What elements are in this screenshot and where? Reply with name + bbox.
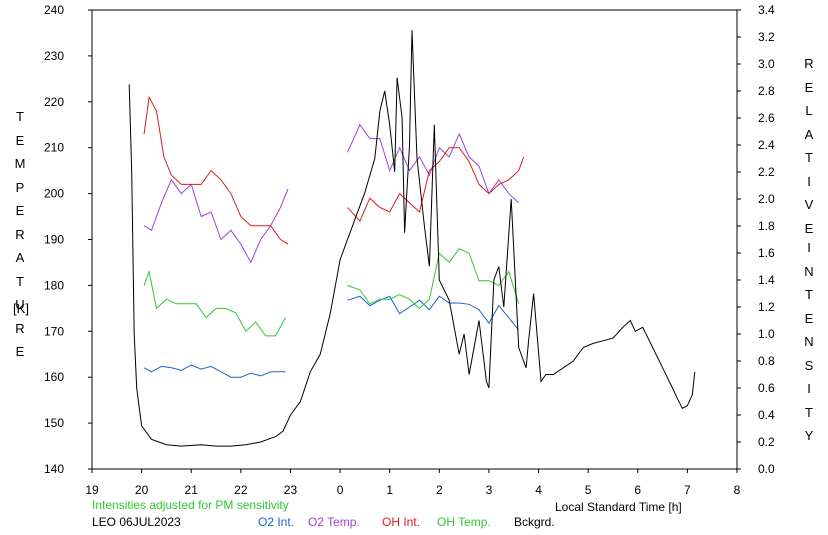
plot-area-frame bbox=[91, 9, 738, 470]
left-tick-label: 170 bbox=[44, 324, 64, 338]
axis-label-letter: N bbox=[804, 334, 814, 349]
left-tick-label: 150 bbox=[44, 416, 64, 430]
x-tick-label: 19 bbox=[85, 483, 99, 497]
x-axis-label: Local Standard Time [h] bbox=[555, 500, 682, 514]
x-tick-label: 6 bbox=[634, 483, 641, 497]
series-line-bckgrd bbox=[128, 30, 696, 447]
right-axis-ticks: 0.0 0.2 0.4 0.6 0.8 1.0 1.2 1.4 1.6 1.8 2.0 2.2 2.4 2… bbox=[737, 3, 775, 476]
series-line-o2-int bbox=[347, 295, 520, 331]
series-layer bbox=[128, 30, 696, 447]
left-axis-ticks: 140 150 160 170 180 190 200 210 220 230 240 bbox=[44, 3, 92, 476]
left-tick-label: 140 bbox=[44, 462, 64, 476]
axis-label-letter: M bbox=[14, 156, 26, 171]
axis-label-letter: E bbox=[804, 79, 814, 95]
x-tick-label: 23 bbox=[284, 483, 298, 497]
right-tick-label: 1.0 bbox=[758, 327, 775, 341]
series-line-o2-int bbox=[143, 364, 286, 378]
axis-label-letter: N bbox=[804, 263, 814, 279]
x-tick-label: 20 bbox=[135, 483, 149, 497]
right-tick-label: 2.6 bbox=[758, 111, 775, 125]
right-tick-label: 1.6 bbox=[758, 246, 775, 260]
x-tick-label: 4 bbox=[535, 483, 542, 497]
axis-label-letter: P bbox=[15, 179, 25, 195]
series-line-oh-int bbox=[143, 95, 289, 245]
x-tick-label: 7 bbox=[684, 483, 691, 497]
axis-label-letter: I bbox=[807, 381, 811, 396]
axis-label-letter: T bbox=[16, 273, 24, 289]
axis-label-letter: R bbox=[15, 226, 25, 242]
legend-entry-o2-int: O2 Int. bbox=[258, 515, 295, 529]
right-tick-label: 0.8 bbox=[758, 354, 775, 368]
left-tick-label: 190 bbox=[44, 233, 64, 247]
right-tick-label: 0.2 bbox=[758, 435, 775, 449]
series-line-o2-temp bbox=[347, 123, 520, 204]
site-date-label: LEO 06JUL2023 bbox=[92, 515, 181, 529]
x-tick-label: 8 bbox=[734, 483, 741, 497]
x-tick-label: 21 bbox=[185, 483, 199, 497]
x-axis-ticks: 19 20 21 22 23 0 1 2 3 4 5 6 7 8 bbox=[85, 469, 741, 497]
axis-label-letter: I bbox=[807, 240, 811, 255]
legend-entry-oh-temp: OH Temp. bbox=[437, 515, 491, 529]
x-tick-label: 5 bbox=[585, 483, 592, 497]
axis-label-letter: T bbox=[805, 150, 813, 165]
right-tick-label: 3.0 bbox=[758, 57, 775, 71]
series-line-oh-temp bbox=[143, 269, 286, 337]
axis-label-letter: E bbox=[15, 344, 25, 359]
x-tick-label: 0 bbox=[337, 483, 344, 497]
axis-label-letter: T bbox=[805, 287, 813, 302]
x-tick-label: 2 bbox=[436, 483, 443, 497]
axis-label-letter: U bbox=[15, 297, 25, 312]
left-tick-label: 220 bbox=[44, 95, 64, 109]
legend-entry-o2-temp: O2 Temp. bbox=[308, 515, 360, 529]
left-tick-label: 180 bbox=[44, 278, 64, 292]
legend-entry-bckgrd: Bckgrd. bbox=[514, 515, 555, 529]
x-tick-label: 1 bbox=[386, 483, 393, 497]
axis-label-letter: R bbox=[804, 56, 814, 71]
right-tick-label: 1.4 bbox=[758, 273, 775, 287]
axis-label-letter: T bbox=[805, 404, 813, 420]
axis-label-letter: T bbox=[16, 109, 24, 124]
right-tick-label: 1.8 bbox=[758, 219, 775, 233]
axis-label-letter: L bbox=[805, 103, 813, 118]
left-tick-label: 200 bbox=[44, 187, 64, 201]
left-tick-label: 160 bbox=[44, 370, 64, 384]
axis-label-letter: I bbox=[807, 173, 811, 189]
x-tick-label: 3 bbox=[486, 483, 493, 497]
axis-label-letter: V bbox=[804, 197, 814, 212]
right-tick-label: 3.2 bbox=[758, 30, 775, 44]
axis-label-letter: E bbox=[804, 310, 814, 326]
axis-label-letter: Y bbox=[804, 428, 814, 443]
adjustment-note: Intensities adjusted for PM sensitivity bbox=[92, 498, 289, 512]
right-tick-label: 3.4 bbox=[758, 3, 775, 17]
axis-label-letter: A bbox=[804, 126, 814, 142]
series-line-o2-temp bbox=[143, 178, 289, 264]
right-tick-label: 0.6 bbox=[758, 381, 775, 395]
right-tick-label: 0.0 bbox=[758, 462, 775, 476]
right-tick-label: 0.4 bbox=[758, 408, 775, 422]
axis-label-letter: E bbox=[15, 132, 25, 148]
right-tick-label: 2.0 bbox=[758, 192, 775, 206]
right-tick-label: 1.2 bbox=[758, 300, 775, 314]
axis-label-letter: E bbox=[15, 203, 25, 218]
left-tick-label: 240 bbox=[44, 3, 64, 17]
series-line-oh-int bbox=[347, 147, 525, 223]
axis-label-letter: R bbox=[15, 320, 25, 336]
left-tick-label: 230 bbox=[44, 49, 64, 63]
right-tick-label: 2.4 bbox=[758, 138, 775, 152]
axis-label-letter: A bbox=[15, 250, 25, 265]
legend-entry-oh-int: OH Int. bbox=[382, 515, 421, 529]
right-tick-label: 2.8 bbox=[758, 84, 775, 98]
x-tick-label: 22 bbox=[234, 483, 248, 497]
right-tick-label: 2.2 bbox=[758, 165, 775, 179]
left-axis-unit: [K] bbox=[13, 301, 29, 316]
axis-label-letter: S bbox=[804, 357, 814, 373]
series-line-oh-temp bbox=[347, 248, 520, 310]
axis-label-letter: E bbox=[804, 220, 814, 236]
left-tick-label: 210 bbox=[44, 141, 64, 155]
